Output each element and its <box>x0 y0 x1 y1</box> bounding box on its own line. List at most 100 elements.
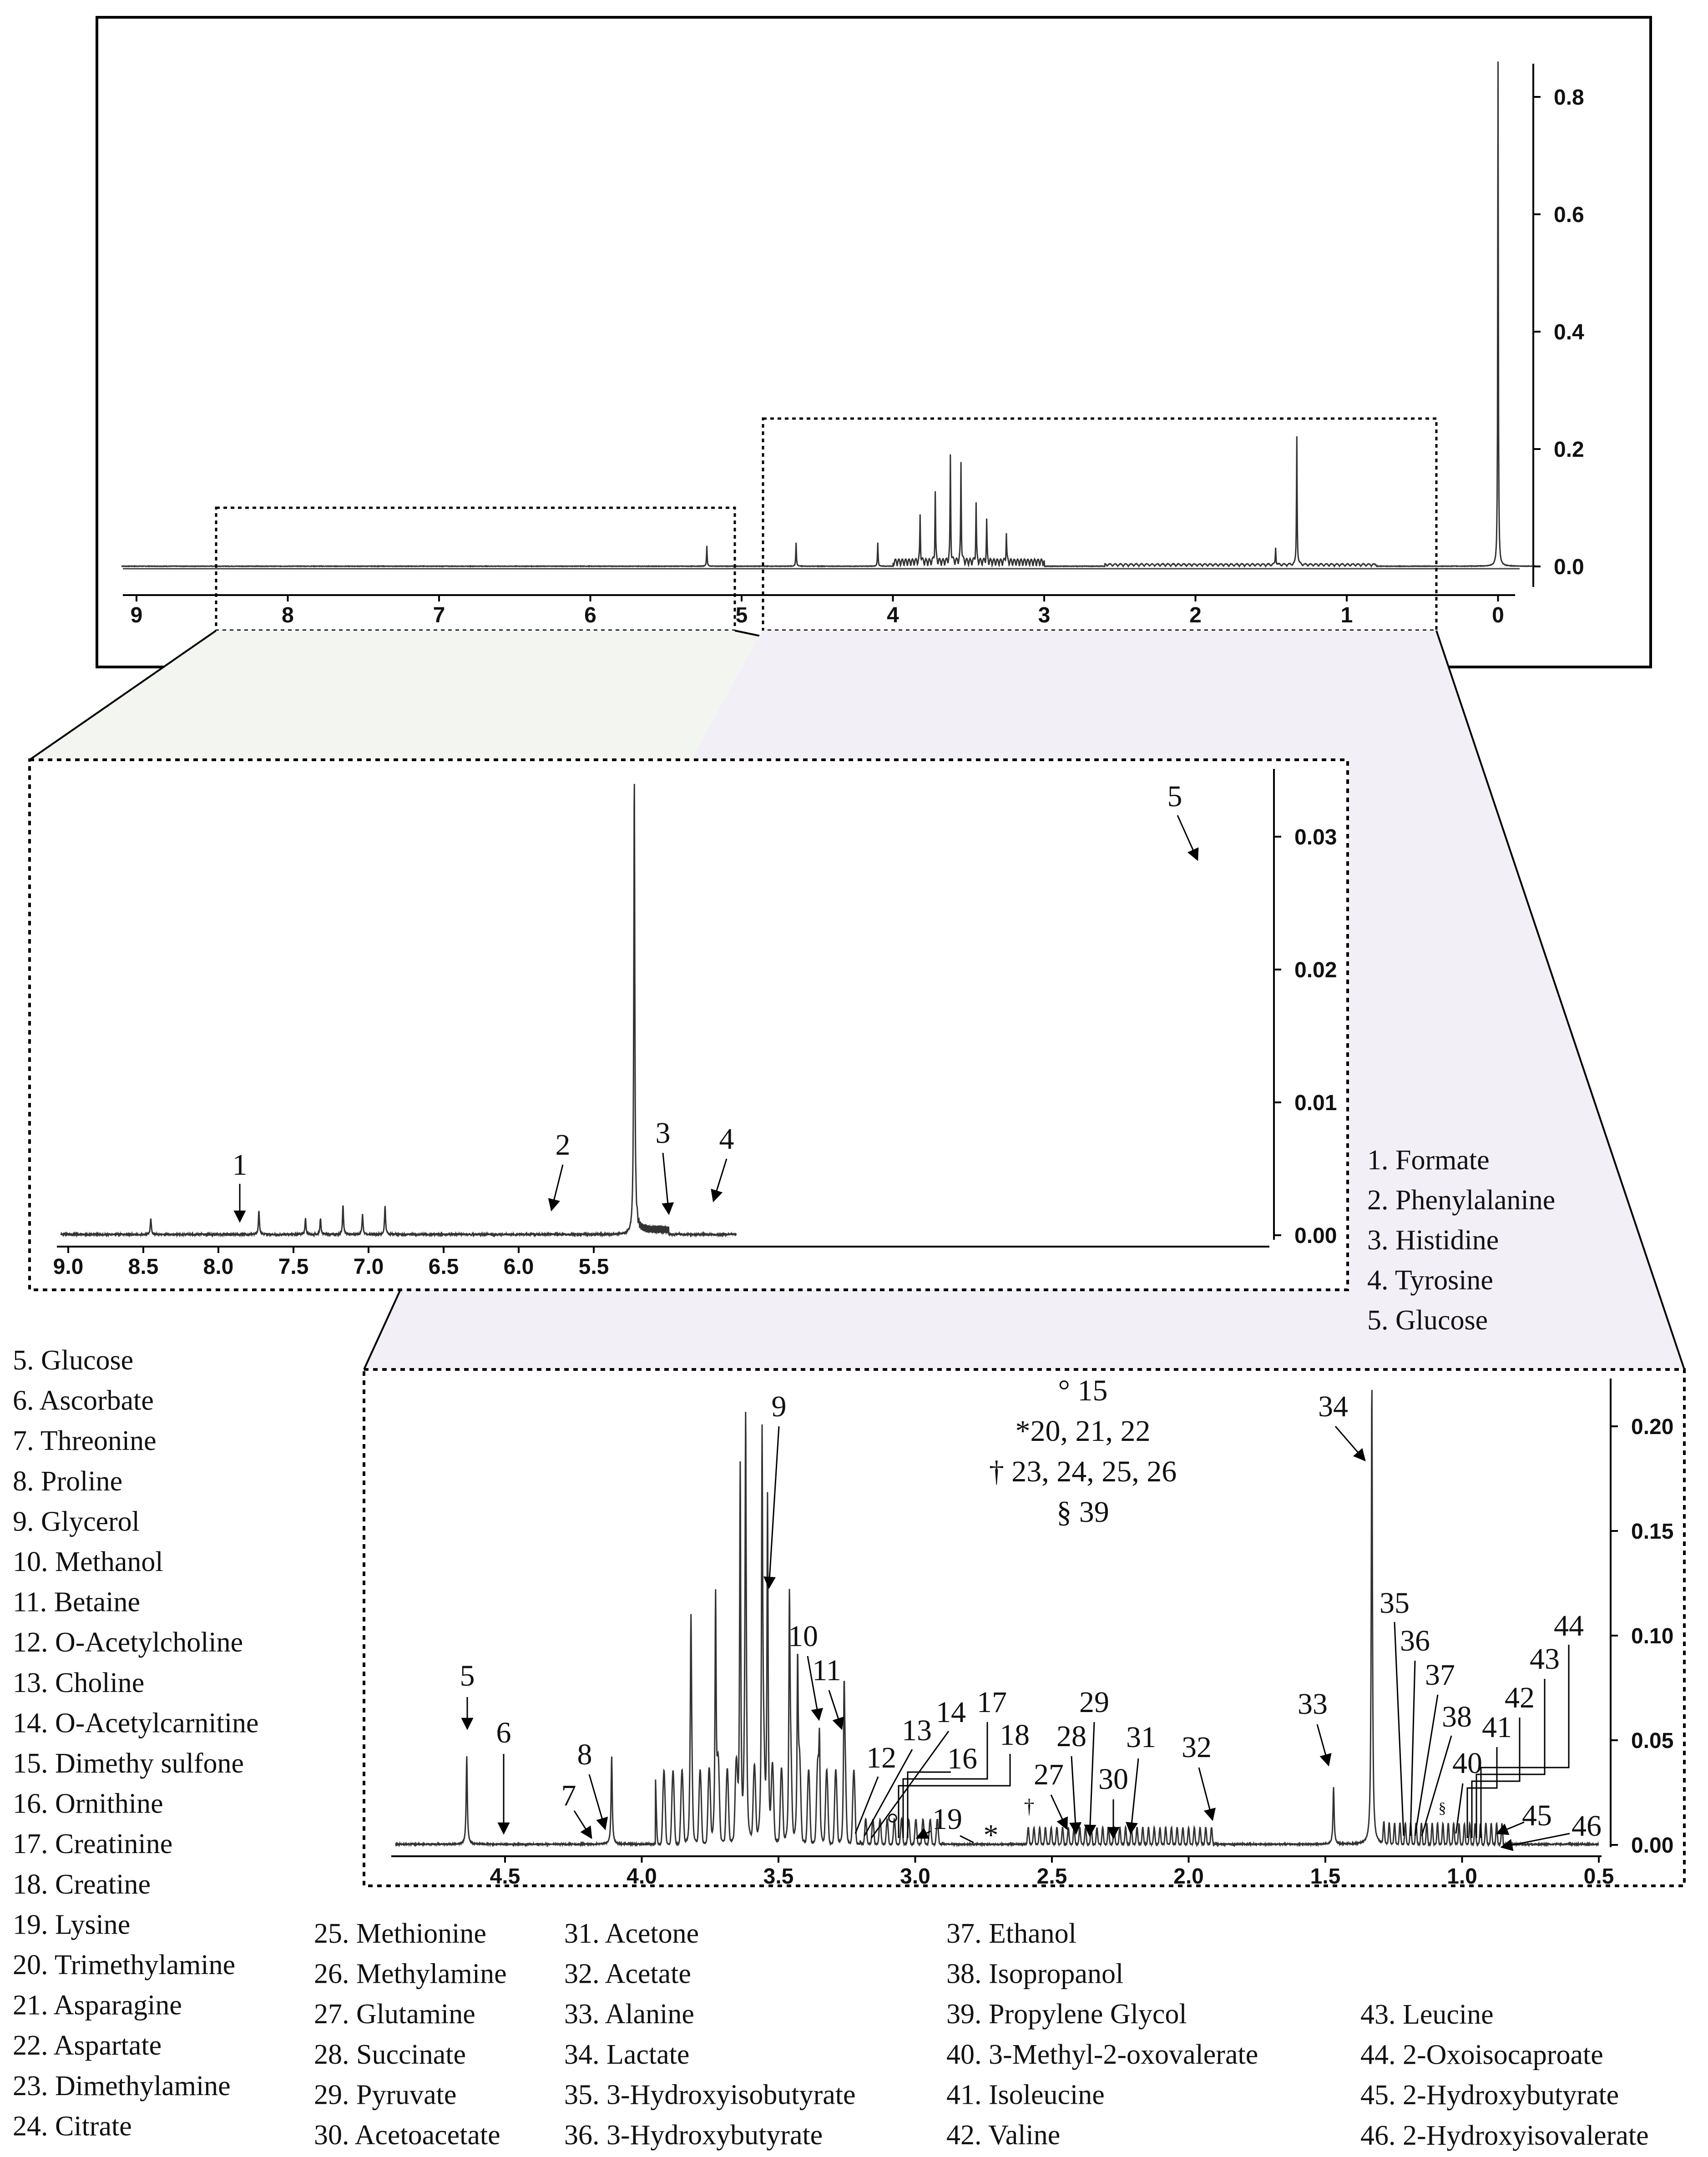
x-tick-label: 8 <box>282 603 294 627</box>
y-tick-label: 0.02 <box>1294 958 1337 982</box>
x-tick-label: 3 <box>1038 603 1051 627</box>
x-tick-label: 2 <box>1189 603 1202 627</box>
leader-12 <box>854 1776 879 1834</box>
aromatic-y-tick-group: 0.03 0.02 0.01 0.00 <box>1274 825 1337 1248</box>
legend-item: 43. Leucine <box>1360 1999 1494 2030</box>
y-tick-label: 0.0 <box>1554 555 1584 579</box>
aliphatic-peak-label: 14 <box>936 1696 966 1729</box>
aliphatic-connector-left <box>363 1289 401 1370</box>
aliphatic-peak-label: 18 <box>1000 1718 1030 1752</box>
legend-item: 34. Lactate <box>564 2039 689 2070</box>
y-tick-label: 0.20 <box>1631 1415 1673 1439</box>
leader-13 <box>864 1749 913 1836</box>
aliphatic-peak-label: 8 <box>577 1738 592 1771</box>
aliphatic-peak-label: 35 <box>1380 1586 1410 1620</box>
legend-item: 21. Asparagine <box>13 1990 182 2021</box>
legend-item: 12. O-Acetylcholine <box>13 1627 243 1658</box>
annotation-dimethylsulfone: ° 15 <box>1058 1374 1108 1407</box>
leader-8 <box>588 1774 608 1830</box>
legend-item: 35. 3-Hydroxyisobutyrate <box>564 2079 856 2110</box>
leader-29 <box>1084 1722 1097 1837</box>
aliphatic-peak-label: 27 <box>1034 1758 1064 1791</box>
legend-item: 6. Ascorbate <box>13 1385 154 1416</box>
y-tick-label: 0.00 <box>1294 1224 1337 1248</box>
aliphatic-peak-label: 41 <box>1482 1711 1512 1744</box>
legend-item: 13. Choline <box>13 1667 144 1698</box>
aliphatic-peak-label: 29 <box>1079 1686 1109 1719</box>
leader-10 <box>807 1656 824 1721</box>
legend-item: 33. Alanine <box>564 1999 694 2030</box>
legend-item: 32. Acetate <box>564 1959 691 1990</box>
legend-column-3: 31. Acetone 32. Acetate 33. Alanine 34. Lac… <box>564 1918 856 2151</box>
legend-item: 3. Histidine <box>1367 1225 1499 1256</box>
aliphatic-peak-label: 33 <box>1298 1687 1328 1721</box>
symbol-degree: ° <box>887 1807 899 1840</box>
annotation-section-group: § 39 <box>1056 1495 1109 1529</box>
y-tick-label: 0.6 <box>1554 203 1584 227</box>
leader-11 <box>828 1690 844 1730</box>
leader-40 <box>1455 1783 1464 1834</box>
leader-46 <box>1500 1833 1570 1851</box>
x-tick-label: 9.0 <box>53 1255 84 1279</box>
y-tick-label: 0.8 <box>1554 86 1584 110</box>
top-spectrum-trace <box>121 61 1536 568</box>
legend-column-2: 25. Methionine 26. Methylamine 27. Glutami… <box>314 1918 507 2151</box>
leader-14 <box>870 1731 950 1839</box>
leader-38 <box>1421 1735 1452 1836</box>
x-tick-label: 4 <box>887 603 899 627</box>
aliphatic-peak-label: 44 <box>1554 1609 1584 1642</box>
legend-item: 2. Phenylalanine <box>1367 1185 1555 1216</box>
legend-item: 46. 2-Hydroxyisovalerate <box>1360 2120 1649 2151</box>
legend-item: 9. Glycerol <box>13 1506 140 1537</box>
y-tick-label: 0.15 <box>1631 1520 1673 1544</box>
leader-35 <box>1394 1622 1405 1836</box>
aliphatic-peak-label: 37 <box>1425 1658 1455 1692</box>
leader-43 <box>1476 1679 1546 1838</box>
legend-item: 20. Trimethylamine <box>13 1950 235 1980</box>
legend-item: 36. 3-Hydroxybutyrate <box>564 2120 823 2151</box>
legend-item: 14. O-Acetylcarnitine <box>13 1707 259 1738</box>
x-tick-label: 1 <box>1341 603 1353 627</box>
aliphatic-peak-label: 11 <box>812 1654 841 1687</box>
x-tick-label: 6.5 <box>429 1255 459 1279</box>
leader-27 <box>1050 1794 1068 1830</box>
aromatic-arrow-5 <box>1177 815 1199 861</box>
aromatic-arrow-4 <box>711 1158 728 1202</box>
y-tick-label: 0.01 <box>1294 1091 1337 1115</box>
aliphatic-leader-lines <box>461 1426 1570 1851</box>
x-tick-label: 3.5 <box>763 1864 794 1889</box>
legend-item: 15. Dimethy sulfone <box>13 1748 244 1779</box>
aliphatic-x-tick-group: 4.5 4.0 3.5 3.0 2.5 2.0 1.5 1.0 0.5 <box>490 1856 1614 1889</box>
aromatic-peak-label-2: 2 <box>556 1128 571 1162</box>
legend-item: 19. Lysine <box>13 1909 130 1940</box>
aliphatic-peak-label: 19 <box>932 1803 962 1836</box>
aromatic-peak-label-4: 4 <box>719 1122 734 1156</box>
legend-item: 40. 3-Methyl-2-oxovalerate <box>946 2039 1258 2070</box>
legend-item: 8. Proline <box>13 1466 122 1497</box>
aromatic-peak-label-3: 3 <box>656 1116 671 1150</box>
y-tick-label: 0.03 <box>1294 825 1337 849</box>
x-tick-label: 6 <box>584 603 596 627</box>
legend-item: 5. Glucose <box>13 1345 133 1376</box>
legend-item: 42. Valine <box>946 2120 1060 2151</box>
aromatic-panel-frame <box>28 758 1349 1291</box>
aliphatic-y-tick-group: 0.20 0.15 0.10 0.05 0.00 <box>1611 1415 1673 1858</box>
legend-item: 24. Citrate <box>13 2111 132 2142</box>
x-tick-label: 9 <box>131 603 143 627</box>
aliphatic-peak-label: 32 <box>1182 1731 1212 1764</box>
legend-item: 29. Pyruvate <box>314 2079 456 2110</box>
leader-18 <box>898 1754 1011 1838</box>
aliphatic-peak-label: 46 <box>1572 1809 1602 1843</box>
legend-item: 10. Methanol <box>13 1546 163 1577</box>
aromatic-connector-left <box>29 630 217 761</box>
aliphatic-peak-label: 10 <box>788 1620 818 1653</box>
legend-item: 4. Tyrosine <box>1367 1265 1493 1296</box>
aromatic-arrow-2 <box>548 1164 564 1212</box>
aliphatic-peak-label: 38 <box>1442 1700 1472 1733</box>
symbol-dagger: † <box>1024 1794 1035 1818</box>
aromatic-x-tick-group: 9.0 8.5 8.0 7.5 7.0 6.5 6.0 5.5 <box>53 1247 609 1279</box>
leader-44 <box>1480 1645 1570 1838</box>
aliphatic-peak-label: 34 <box>1318 1390 1348 1423</box>
legend-item: 1. Formate <box>1367 1145 1490 1176</box>
leader-34 <box>1334 1426 1366 1462</box>
